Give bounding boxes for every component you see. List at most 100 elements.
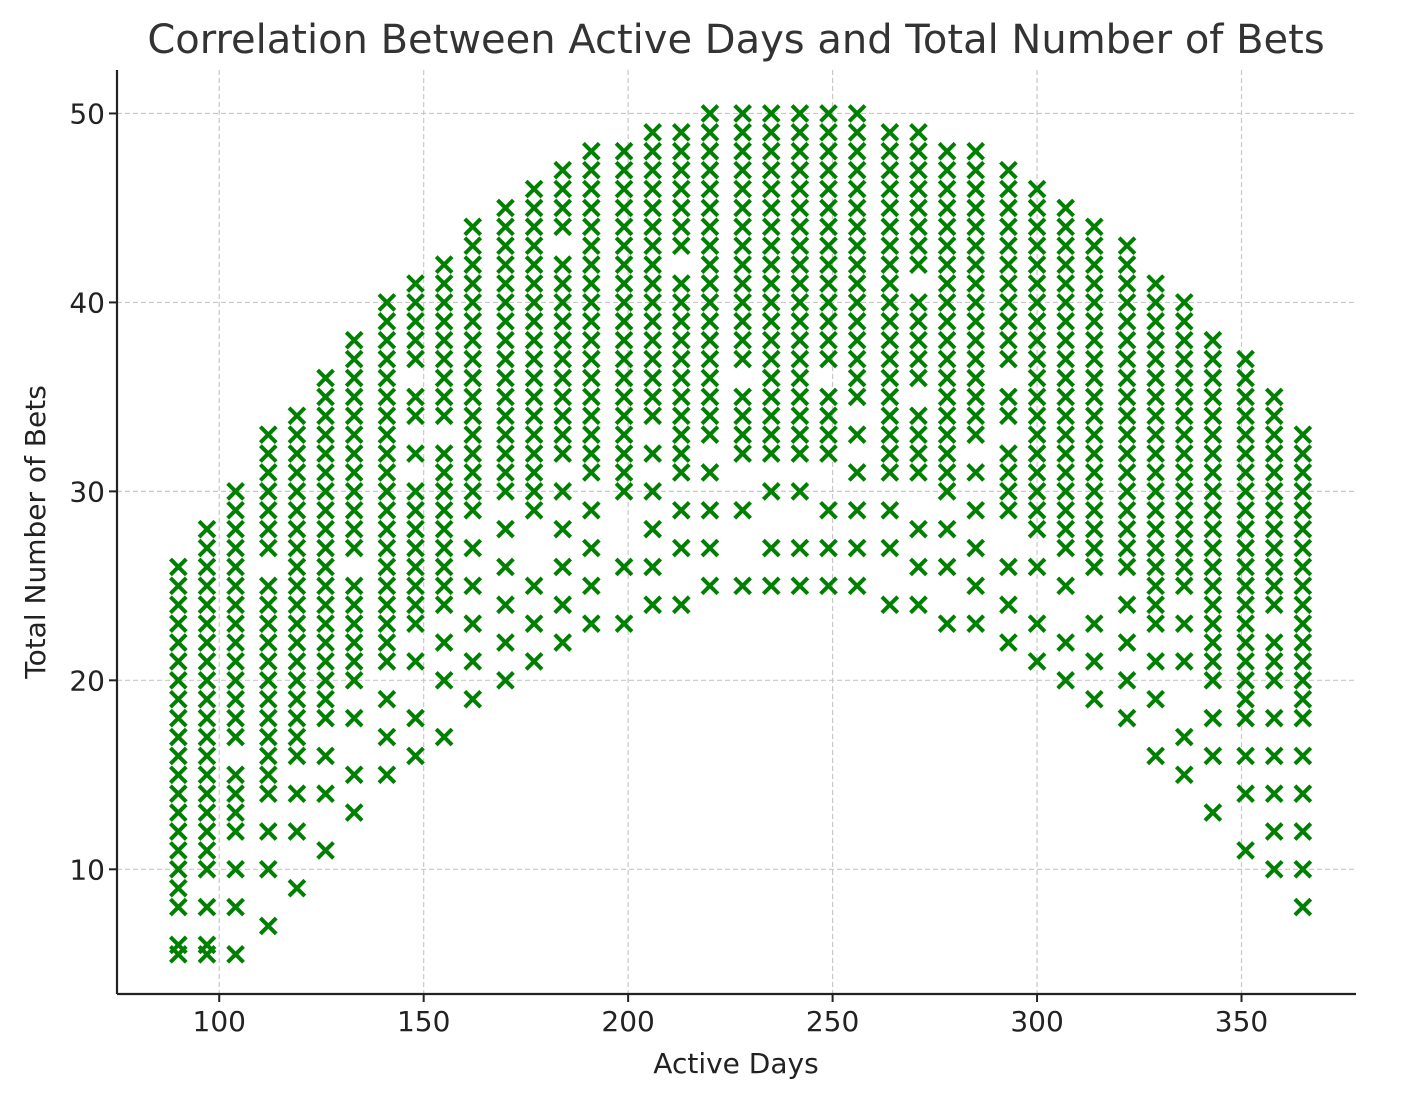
data-point [1027, 293, 1047, 312]
data-point [790, 255, 810, 274]
data-point [880, 160, 900, 180]
data-point [434, 255, 454, 274]
data-point [197, 633, 217, 652]
data-point [880, 444, 900, 463]
data-point [434, 482, 454, 501]
data-point [1027, 500, 1047, 520]
data-point [1203, 330, 1223, 350]
data-point [258, 689, 278, 709]
data-point [847, 538, 867, 558]
data-point [847, 179, 867, 199]
data-point [1056, 274, 1076, 293]
data-point [553, 425, 573, 445]
data-point [1203, 557, 1223, 577]
data-point [671, 160, 691, 180]
data-point [377, 349, 397, 369]
data-point [496, 217, 515, 237]
data-point [1293, 708, 1313, 728]
data-point [847, 368, 867, 388]
data-point [344, 576, 364, 596]
data-point [761, 217, 781, 237]
data-point [999, 330, 1018, 350]
data-point [582, 538, 601, 558]
data-point [226, 614, 245, 633]
data-point [1264, 482, 1284, 501]
data-point [790, 198, 810, 218]
data-point [999, 349, 1018, 369]
data-point [643, 519, 663, 539]
data-point [1117, 671, 1137, 690]
data-point [377, 652, 397, 671]
data-point [226, 708, 245, 728]
data-point [880, 198, 900, 218]
data-point [999, 595, 1018, 615]
x-tick-label: 350 [1215, 1005, 1268, 1038]
data-point [1293, 671, 1313, 690]
data-point [614, 179, 634, 199]
data-point [463, 689, 483, 709]
data-point [316, 368, 335, 388]
data-point [1146, 293, 1165, 312]
data-point [1117, 293, 1137, 312]
data-point [344, 519, 364, 539]
data-point [287, 595, 307, 615]
data-point [1027, 652, 1047, 671]
data-point [496, 255, 515, 274]
data-point [258, 519, 278, 539]
data-point [999, 160, 1018, 180]
data-point [258, 538, 278, 558]
data-point [258, 595, 278, 615]
data-point [524, 198, 544, 218]
data-point [671, 500, 691, 520]
data-point [553, 406, 573, 426]
data-point [847, 463, 867, 482]
data-point [553, 293, 573, 312]
data-point [1027, 179, 1047, 199]
data-point [1203, 595, 1223, 615]
data-point [819, 160, 838, 180]
data-point [643, 387, 663, 407]
data-point [1056, 406, 1076, 426]
data-point [406, 538, 425, 558]
data-point [377, 519, 397, 539]
data-point [614, 274, 634, 293]
data-point [847, 311, 867, 331]
data-point [643, 236, 663, 256]
data-point [316, 463, 335, 482]
data-point [790, 274, 810, 293]
data-point [790, 179, 810, 199]
data-point [937, 557, 957, 577]
data-point [287, 746, 307, 766]
data-point [258, 708, 278, 728]
data-point [643, 293, 663, 312]
data-point [909, 141, 928, 161]
data-point [1056, 387, 1076, 407]
data-point [761, 406, 781, 426]
data-point [1174, 482, 1194, 501]
data-point [847, 217, 867, 237]
data-point [1084, 387, 1104, 407]
data-point [790, 538, 810, 558]
data-point [197, 652, 217, 671]
data-point [287, 614, 307, 633]
data-point [937, 349, 957, 369]
data-point [169, 557, 188, 577]
data-point [700, 255, 720, 274]
data-point [966, 141, 986, 161]
data-point [406, 406, 425, 426]
data-point [1174, 727, 1194, 747]
data-point [169, 784, 188, 804]
data-point [434, 500, 454, 520]
data-point [671, 595, 691, 615]
data-point [258, 765, 278, 785]
data-point [847, 387, 867, 407]
data-point [258, 633, 278, 652]
data-point [1264, 652, 1284, 671]
data-point [966, 349, 986, 369]
data-point [524, 387, 544, 407]
data-point [1174, 538, 1194, 558]
data-point [937, 463, 957, 482]
data-point [880, 311, 900, 331]
data-point [344, 425, 364, 445]
data-point [1084, 519, 1104, 539]
